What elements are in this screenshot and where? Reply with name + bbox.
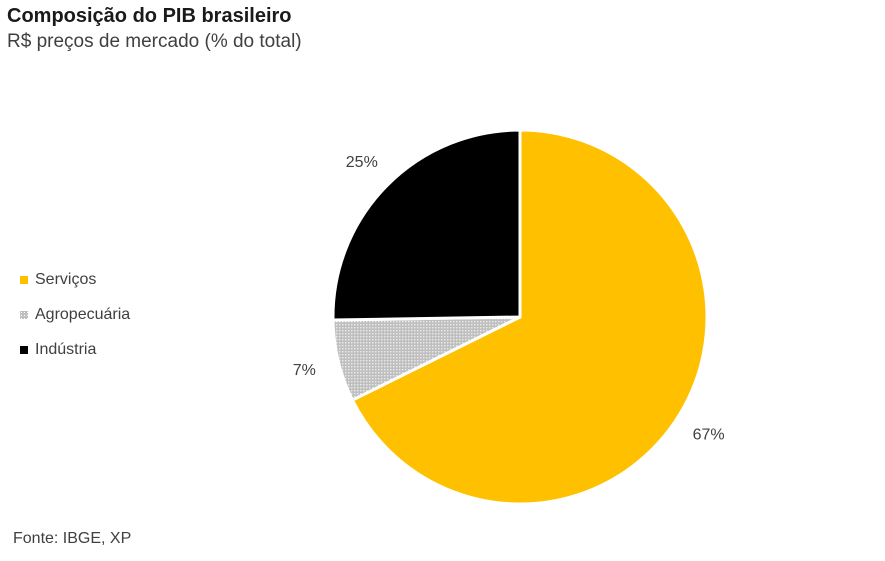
pie-slice-labels: 67% 7% 25% xyxy=(293,154,725,444)
legend-item-servicos: Serviços xyxy=(20,271,130,289)
legend-swatch-agropecuaria xyxy=(20,311,28,319)
pie-slices xyxy=(331,128,709,506)
legend-label-servicos: Serviços xyxy=(35,271,97,288)
chart-subtitle: R$ preços de mercado (% do total) xyxy=(7,31,302,52)
pie-slice-servicos xyxy=(350,128,709,506)
slice-label-7: 7% xyxy=(293,362,316,379)
legend-swatch-industria xyxy=(20,346,28,354)
legend-item-industria: Indústria xyxy=(20,341,130,359)
slice-label-67: 67% xyxy=(693,427,725,444)
slice-label-25: 25% xyxy=(346,154,378,171)
legend-label-agropecuaria: Agropecuária xyxy=(35,306,131,323)
legend-label-industria: Indústria xyxy=(35,341,97,358)
chart-title: Composição do PIB brasileiro xyxy=(7,5,292,27)
pie-slice-industria xyxy=(331,128,522,322)
legend-swatch-servicos xyxy=(20,276,28,284)
legend-item-agropecuaria: Agropecuária xyxy=(20,306,130,324)
source-note: Fonte: IBGE, XP xyxy=(13,530,132,547)
legend: Serviços Agropecuária Indústria xyxy=(20,271,130,376)
